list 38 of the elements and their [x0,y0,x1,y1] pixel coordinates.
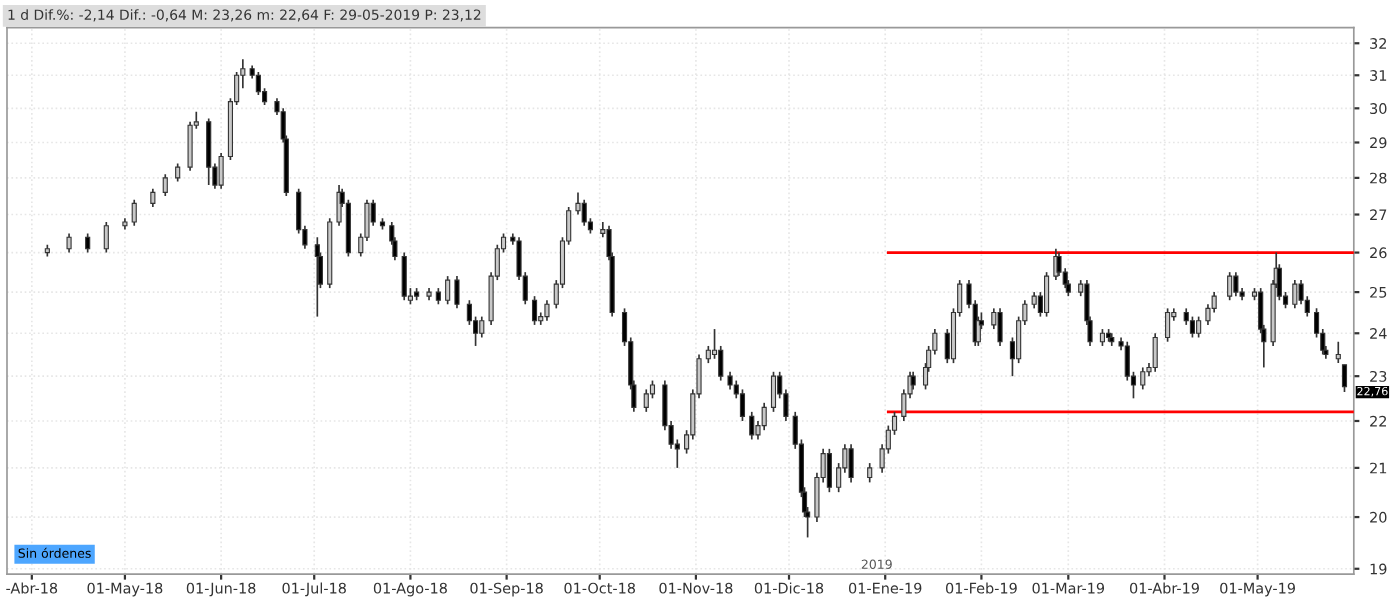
candlestick [150,187,156,208]
candlestick [531,295,538,326]
candlestick [761,401,767,432]
candlestick [749,411,755,441]
candlestick [1044,271,1050,318]
candlestick [479,315,485,339]
candlestick [867,462,873,484]
candlestick [218,152,224,190]
candlestick [575,191,581,216]
candlestick [581,198,587,227]
candlestick [314,236,320,318]
candlestick [997,307,1003,347]
candlestick [826,448,832,494]
candlestick [739,388,746,422]
candlestick [1227,271,1233,302]
candlestick [544,299,550,322]
candlestick [206,117,212,186]
candlestick [1233,271,1239,297]
candlestick [643,388,649,413]
candlestick [401,251,407,302]
candlestick [1341,364,1348,393]
candlestick [1292,279,1298,310]
candlestick [103,221,109,254]
candlestick [336,184,342,227]
candlestick [1196,315,1202,339]
candlestick [770,370,777,413]
candlestick [1165,307,1171,343]
candlestick [66,232,72,254]
candlestick [454,275,460,310]
candlestick [1189,315,1196,339]
candlestick [1152,332,1158,373]
candlestick [85,232,91,254]
candlestick [162,173,168,197]
candlestick [445,275,451,306]
candlestick [1140,366,1146,391]
candlestick [848,443,854,484]
candlestick [1335,340,1341,364]
candlestick [131,198,137,227]
